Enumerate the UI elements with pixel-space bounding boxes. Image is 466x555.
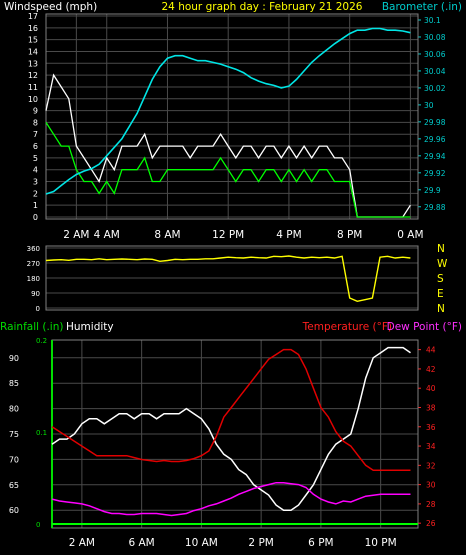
y-left-tick-label: 60 bbox=[9, 506, 19, 515]
y-left-tick-label: 16 bbox=[28, 24, 38, 33]
dewpoint-axis-label: Dew Point (°F) bbox=[387, 321, 462, 333]
y-left-tick-label: 1 bbox=[33, 201, 38, 210]
y-right-tick-label: 26 bbox=[426, 519, 436, 528]
rain-tick-label: 0.1 bbox=[36, 429, 47, 437]
rain-tick-label: 0.2 bbox=[36, 337, 47, 345]
series-line bbox=[45, 73, 411, 218]
y-right-tick-label: 29.98 bbox=[424, 118, 446, 127]
y-left-tick-label: 80 bbox=[9, 405, 19, 414]
y-right-tick-label: 28 bbox=[426, 500, 436, 509]
temperature-axis-label: Temperature (°F) bbox=[302, 321, 392, 333]
y-right-tick-label: 29.9 bbox=[424, 186, 441, 195]
x-tick-label: 4 PM bbox=[276, 229, 301, 241]
plot-frame bbox=[45, 13, 419, 220]
x-tick-label: 0 AM bbox=[397, 229, 423, 241]
x-tick-label: 10 PM bbox=[365, 537, 397, 549]
series-line bbox=[45, 255, 411, 303]
y-left-tick-label: 14 bbox=[28, 47, 38, 56]
humidity-axis-label: Humidity bbox=[66, 321, 114, 333]
y-right-tick-label: 38 bbox=[426, 403, 436, 412]
series-line bbox=[45, 122, 411, 218]
y-left-tick-label: 4 bbox=[33, 166, 38, 175]
y-left-tick-label: 9 bbox=[33, 107, 38, 116]
y-right-tick-label: 44 bbox=[426, 346, 436, 355]
y-right-tick-label: 30 bbox=[424, 101, 434, 110]
y-left-tick-label: 3 bbox=[33, 178, 38, 187]
x-tick-label: 12 PM bbox=[212, 229, 244, 241]
y-left-tick-label: 8 bbox=[33, 118, 38, 127]
series-line bbox=[51, 481, 411, 517]
x-tick-label: 8 AM bbox=[154, 229, 180, 241]
y-right-tick-label: 36 bbox=[426, 423, 436, 432]
y-right-tick-label: 30.1 bbox=[424, 16, 441, 25]
y-right-tick-label: 34 bbox=[426, 442, 436, 451]
y-left-tick-label: 15 bbox=[28, 36, 38, 45]
x-tick-label: 8 PM bbox=[337, 229, 362, 241]
barometer-axis-label: Barometer (.in) bbox=[382, 1, 462, 13]
y-tick-label: 270 bbox=[27, 260, 40, 268]
x-tick-label: 6 AM bbox=[128, 537, 154, 549]
y-right-tick-label: 29.94 bbox=[424, 152, 446, 161]
y-right-tick-label: 42 bbox=[426, 365, 436, 374]
y-left-tick-label: 12 bbox=[28, 71, 38, 80]
compass-label: N bbox=[437, 243, 445, 255]
y-left-tick-label: 70 bbox=[9, 455, 19, 464]
y-left-tick-label: 85 bbox=[9, 379, 19, 388]
y-left-tick-label: 2 bbox=[33, 189, 38, 198]
compass-label: W bbox=[437, 258, 448, 270]
x-tick-label: 2 AM bbox=[69, 537, 95, 549]
y-right-tick-label: 29.92 bbox=[424, 169, 446, 178]
y-left-tick-label: 75 bbox=[9, 430, 19, 439]
y-tick-label: 90 bbox=[31, 290, 40, 298]
compass-label: E bbox=[437, 288, 444, 300]
rain-tick-label: 0 bbox=[36, 521, 40, 529]
wind-barometer-chart: 0123456789101112131415161729.8829.929.92… bbox=[28, 12, 446, 241]
y-left-tick-label: 65 bbox=[9, 481, 19, 490]
y-left-tick-label: 7 bbox=[33, 130, 38, 139]
y-tick-label: 0 bbox=[36, 305, 40, 313]
y-right-tick-label: 29.96 bbox=[424, 135, 446, 144]
wind-axis-label: Windspeed (mph) bbox=[4, 1, 97, 13]
x-tick-label: 2 PM bbox=[248, 537, 273, 549]
x-tick-label: 6 PM bbox=[308, 537, 333, 549]
y-right-tick-label: 32 bbox=[426, 461, 436, 470]
y-left-tick-label: 0 bbox=[33, 213, 38, 222]
plot-frame bbox=[45, 245, 419, 311]
y-left-tick-label: 13 bbox=[28, 59, 38, 68]
y-left-tick-label: 11 bbox=[28, 83, 38, 92]
y-right-tick-label: 30 bbox=[426, 481, 436, 490]
series-line bbox=[45, 27, 411, 195]
y-left-tick-label: 10 bbox=[28, 95, 38, 104]
series-line bbox=[51, 346, 411, 511]
y-right-tick-label: 30.02 bbox=[424, 84, 446, 93]
series-line bbox=[51, 348, 411, 471]
y-left-tick-label: 17 bbox=[28, 12, 38, 21]
x-tick-label: 2 AM bbox=[63, 229, 89, 241]
compass-label: N bbox=[437, 303, 445, 315]
chart-title: 24 hour graph day : February 21 2026 bbox=[162, 1, 363, 13]
x-tick-label: 10 AM bbox=[185, 537, 218, 549]
y-right-tick-label: 40 bbox=[426, 384, 436, 393]
x-tick-label: 4 AM bbox=[94, 229, 120, 241]
compass-label: S bbox=[437, 273, 444, 285]
y-right-tick-label: 29.88 bbox=[424, 203, 446, 212]
y-right-tick-label: 30.06 bbox=[424, 50, 446, 59]
temp-humidity-chart: 60 65 70 75 80 85 90 0 0.1 0.2 26 28 30 32 34 36 38 40 42 4… bbox=[9, 337, 436, 549]
y-right-tick-label: 30.08 bbox=[424, 33, 446, 42]
y-right-tick-label: 30.04 bbox=[424, 67, 446, 76]
y-tick-label: 360 bbox=[27, 245, 40, 253]
rainfall-axis-label: Rainfall (.in) bbox=[0, 321, 63, 333]
y-left-tick-label: 90 bbox=[9, 354, 19, 363]
y-left-tick-label: 6 bbox=[33, 142, 38, 151]
y-tick-label: 180 bbox=[27, 275, 40, 283]
y-left-tick-label: 5 bbox=[33, 154, 38, 163]
